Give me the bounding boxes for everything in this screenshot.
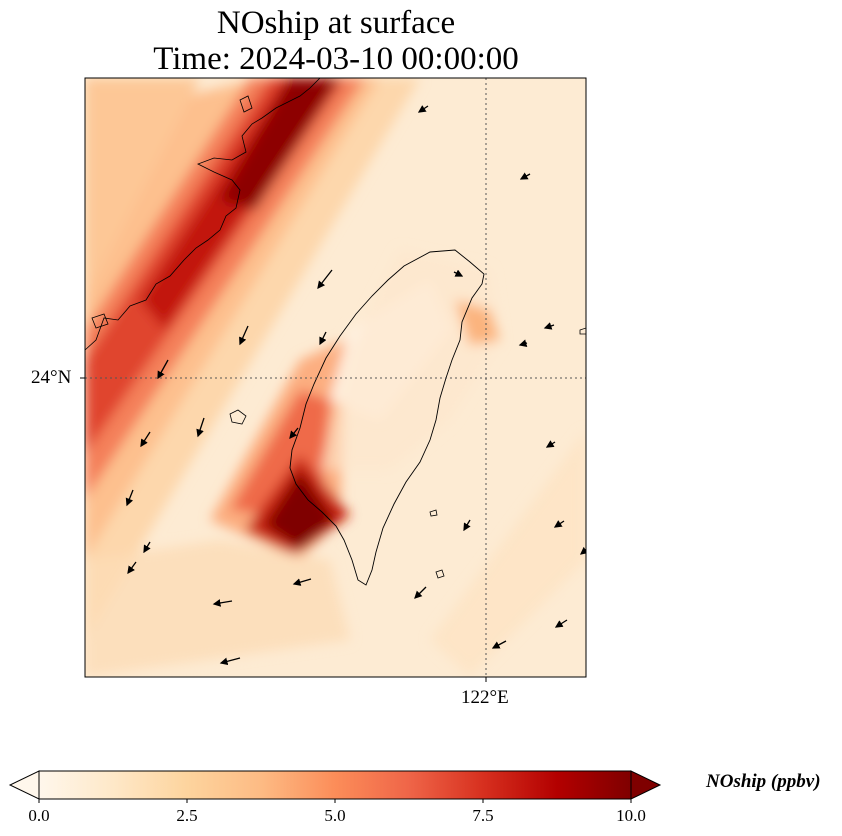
longitude-tick-label: 122°E — [461, 687, 509, 708]
map-title-line-2: Time: 2024-03-10 00:00:00 — [153, 41, 519, 77]
colorbar-tick-label: 5.0 — [324, 806, 346, 825]
colorbar — [8, 770, 662, 803]
taiwan-coastline — [289, 249, 485, 586]
mainland-coastline — [85, 78, 321, 351]
latitude-tick-label: 24°N — [31, 367, 72, 388]
colorbar-min-extension — [8, 770, 40, 800]
wind-vectors — [125, 105, 586, 666]
colorbar-gradient — [38, 770, 632, 800]
colorbar-tick-label: 2.5 — [176, 806, 198, 825]
colorbar-tick-label: 10.0 — [616, 806, 646, 825]
colorbar-label: NOship (ppbv) — [706, 771, 821, 792]
colorbar-tick-label: 0.0 — [28, 806, 50, 825]
map-title-line-1: NOship at surface — [216, 5, 456, 41]
concentration-field — [85, 78, 586, 677]
colorbar-tick-label: 7.5 — [472, 806, 494, 825]
colorbar-max-extension — [630, 770, 662, 800]
map-plot — [80, 77, 587, 682]
